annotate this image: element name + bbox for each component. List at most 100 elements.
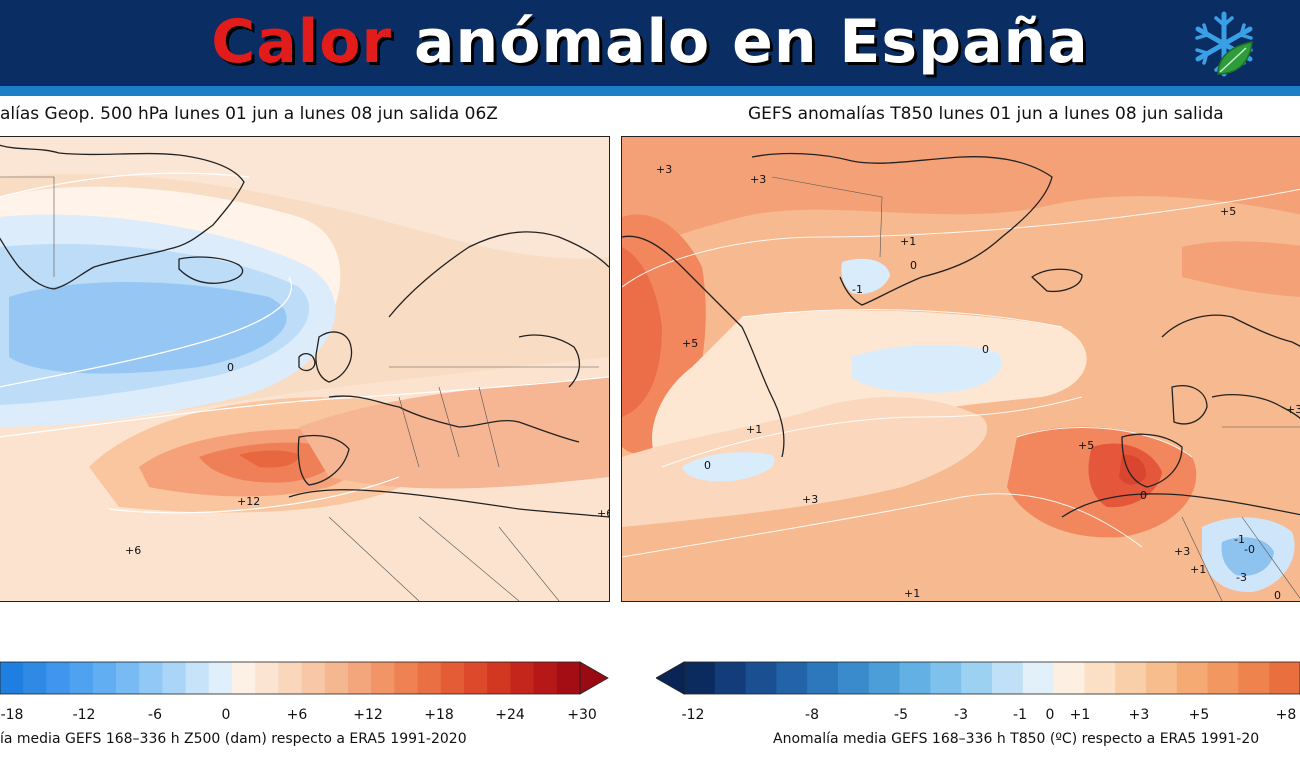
left-colorbar-tick: +30: [567, 707, 597, 723]
right-contour-label-5: +5: [1220, 205, 1236, 218]
colorbar-segment: [46, 662, 71, 694]
right-colorbar-caption: Anomalía media GEFS 168–336 h T850 (ºC) …: [773, 731, 1260, 747]
t850-anomaly-map: +3 +3 +1 0 -1 +5 +5 0 +1 0 +5 +3 +3 0 +3…: [621, 136, 1300, 602]
right-colorbar-tick: +8: [1275, 707, 1297, 723]
colorbar-segment: [301, 662, 326, 694]
left-colorbar-tick: 0: [221, 707, 231, 723]
colorbar-segment: [185, 662, 210, 694]
left-contour-label-0: 0: [227, 361, 234, 374]
right-colorbar-tick: +5: [1188, 707, 1210, 723]
right-colorbar-tick: -12: [681, 707, 705, 723]
colorbar-segment: [992, 662, 1024, 694]
colorbar-segment: [533, 662, 558, 694]
right-contour-label-2: +1: [900, 235, 916, 248]
right-colorbar-tick: +1: [1069, 707, 1091, 723]
title-rest: anómalo en España: [392, 7, 1089, 77]
colorbar-segment: [255, 662, 279, 694]
left-colorbar-tick: +18: [424, 707, 454, 723]
colorbar-segment: [510, 662, 535, 694]
colorbar-segment: [208, 662, 233, 694]
left-contour-label-1: +12: [237, 495, 260, 508]
right-colorbar-tick: -1: [1013, 707, 1027, 723]
colorbar-segment: [807, 662, 839, 694]
right-contour-label-20: -0: [1244, 543, 1255, 556]
title-highlight: Calor: [211, 7, 393, 77]
left-colorbar-tick: +24: [495, 707, 525, 723]
colorbar-segment: [348, 662, 372, 694]
colorbar-extension-arrow: [656, 661, 685, 695]
colorbar-segment: [324, 662, 349, 694]
left-colorbar-tick: -6: [148, 707, 162, 723]
colorbar-segment: [868, 662, 901, 694]
colorbar-extension-arrow: [579, 661, 609, 695]
right-contour-label-10: +5: [1078, 439, 1094, 452]
left-colorbar-tick: -18: [0, 707, 24, 723]
colorbar-segment: [1238, 662, 1270, 694]
right-colorbar-tick: -5: [894, 707, 908, 723]
colorbar-segment: [23, 662, 47, 694]
header-stripe: [0, 86, 1300, 96]
right-contour-label-1: +3: [750, 173, 766, 186]
right-contour-label-15: -1: [1234, 533, 1245, 546]
right-contour-label-11: +3: [802, 493, 818, 506]
right-contour-label-12: +3: [1286, 403, 1300, 416]
t850-colorbar: [656, 661, 1300, 695]
colorbar-segment: [1176, 662, 1209, 694]
snowflake-leaf-logo: [1195, 11, 1253, 77]
colorbar-segment: [899, 662, 931, 694]
left-colorbar-caption: ía media GEFS 168–336 h Z500 (dam) respe…: [0, 731, 467, 747]
header-banner: [0, 0, 1300, 88]
colorbar-segment: [394, 662, 419, 694]
colorbar-segment: [162, 662, 187, 694]
colorbar-segment: [278, 662, 303, 694]
colorbar-segment: [464, 662, 488, 694]
left-map-title: alías Geop. 500 hPa lunes 01 jun a lunes…: [0, 104, 498, 124]
colorbar-segment: [745, 662, 777, 694]
left-contour-label-3: +6: [597, 507, 609, 520]
right-map-title: GEFS anomalías T850 lunes 01 jun a lunes…: [748, 104, 1224, 124]
colorbar-segment: [1146, 662, 1178, 694]
colorbar-segment: [92, 662, 117, 694]
colorbar-segment: [0, 662, 24, 694]
colorbar-segment: [417, 662, 442, 694]
colorbar-segment: [556, 662, 581, 694]
right-contour-label-17: -3: [1236, 571, 1247, 584]
colorbar-segment: [487, 662, 511, 694]
colorbar-segment: [1115, 662, 1147, 694]
colorbar-segment: [1269, 662, 1300, 694]
right-contour-label-8: +1: [746, 423, 762, 436]
z500-anomaly-map: 0 +12 +6 +6: [0, 136, 610, 602]
right-contour-label-13: 0: [1140, 489, 1147, 502]
colorbar-segment: [232, 662, 256, 694]
right-contour-label-4: -1: [852, 283, 863, 296]
colorbar-border: [683, 661, 1300, 695]
right-contour-label-9: 0: [704, 459, 711, 472]
colorbar-segment: [961, 662, 993, 694]
colorbar-segment: [440, 662, 465, 694]
colorbar-segment: [1207, 662, 1239, 694]
right-contour-label-7: 0: [982, 343, 989, 356]
right-contour-label-18: 0: [1274, 589, 1281, 601]
colorbar-segment: [139, 662, 163, 694]
left-contour-label-2: +6: [125, 544, 141, 557]
colorbar-segment: [371, 662, 395, 694]
right-contour-label-0: +3: [656, 163, 672, 176]
colorbar-segment: [838, 662, 870, 694]
right-colorbar-tick: -8: [805, 707, 819, 723]
left-colorbar-tick: -12: [72, 707, 96, 723]
right-contour-label-19: +1: [904, 587, 920, 600]
right-contour-label-16: +1: [1190, 563, 1206, 576]
colorbar-segment: [116, 662, 140, 694]
page-title: Calor anómalo en España: [0, 2, 1300, 82]
colorbar-segment: [684, 662, 716, 694]
colorbar-segment: [714, 662, 747, 694]
z500-colorbar: [0, 661, 609, 695]
right-contour-label-6: +5: [682, 337, 698, 350]
right-colorbar-tick: +3: [1128, 707, 1150, 723]
colorbar-segment: [1053, 662, 1085, 694]
colorbar-segment: [1022, 662, 1055, 694]
colorbar-border: [0, 661, 581, 695]
colorbar-segment: [69, 662, 94, 694]
colorbar-segment: [1084, 662, 1116, 694]
colorbar-segment: [776, 662, 808, 694]
